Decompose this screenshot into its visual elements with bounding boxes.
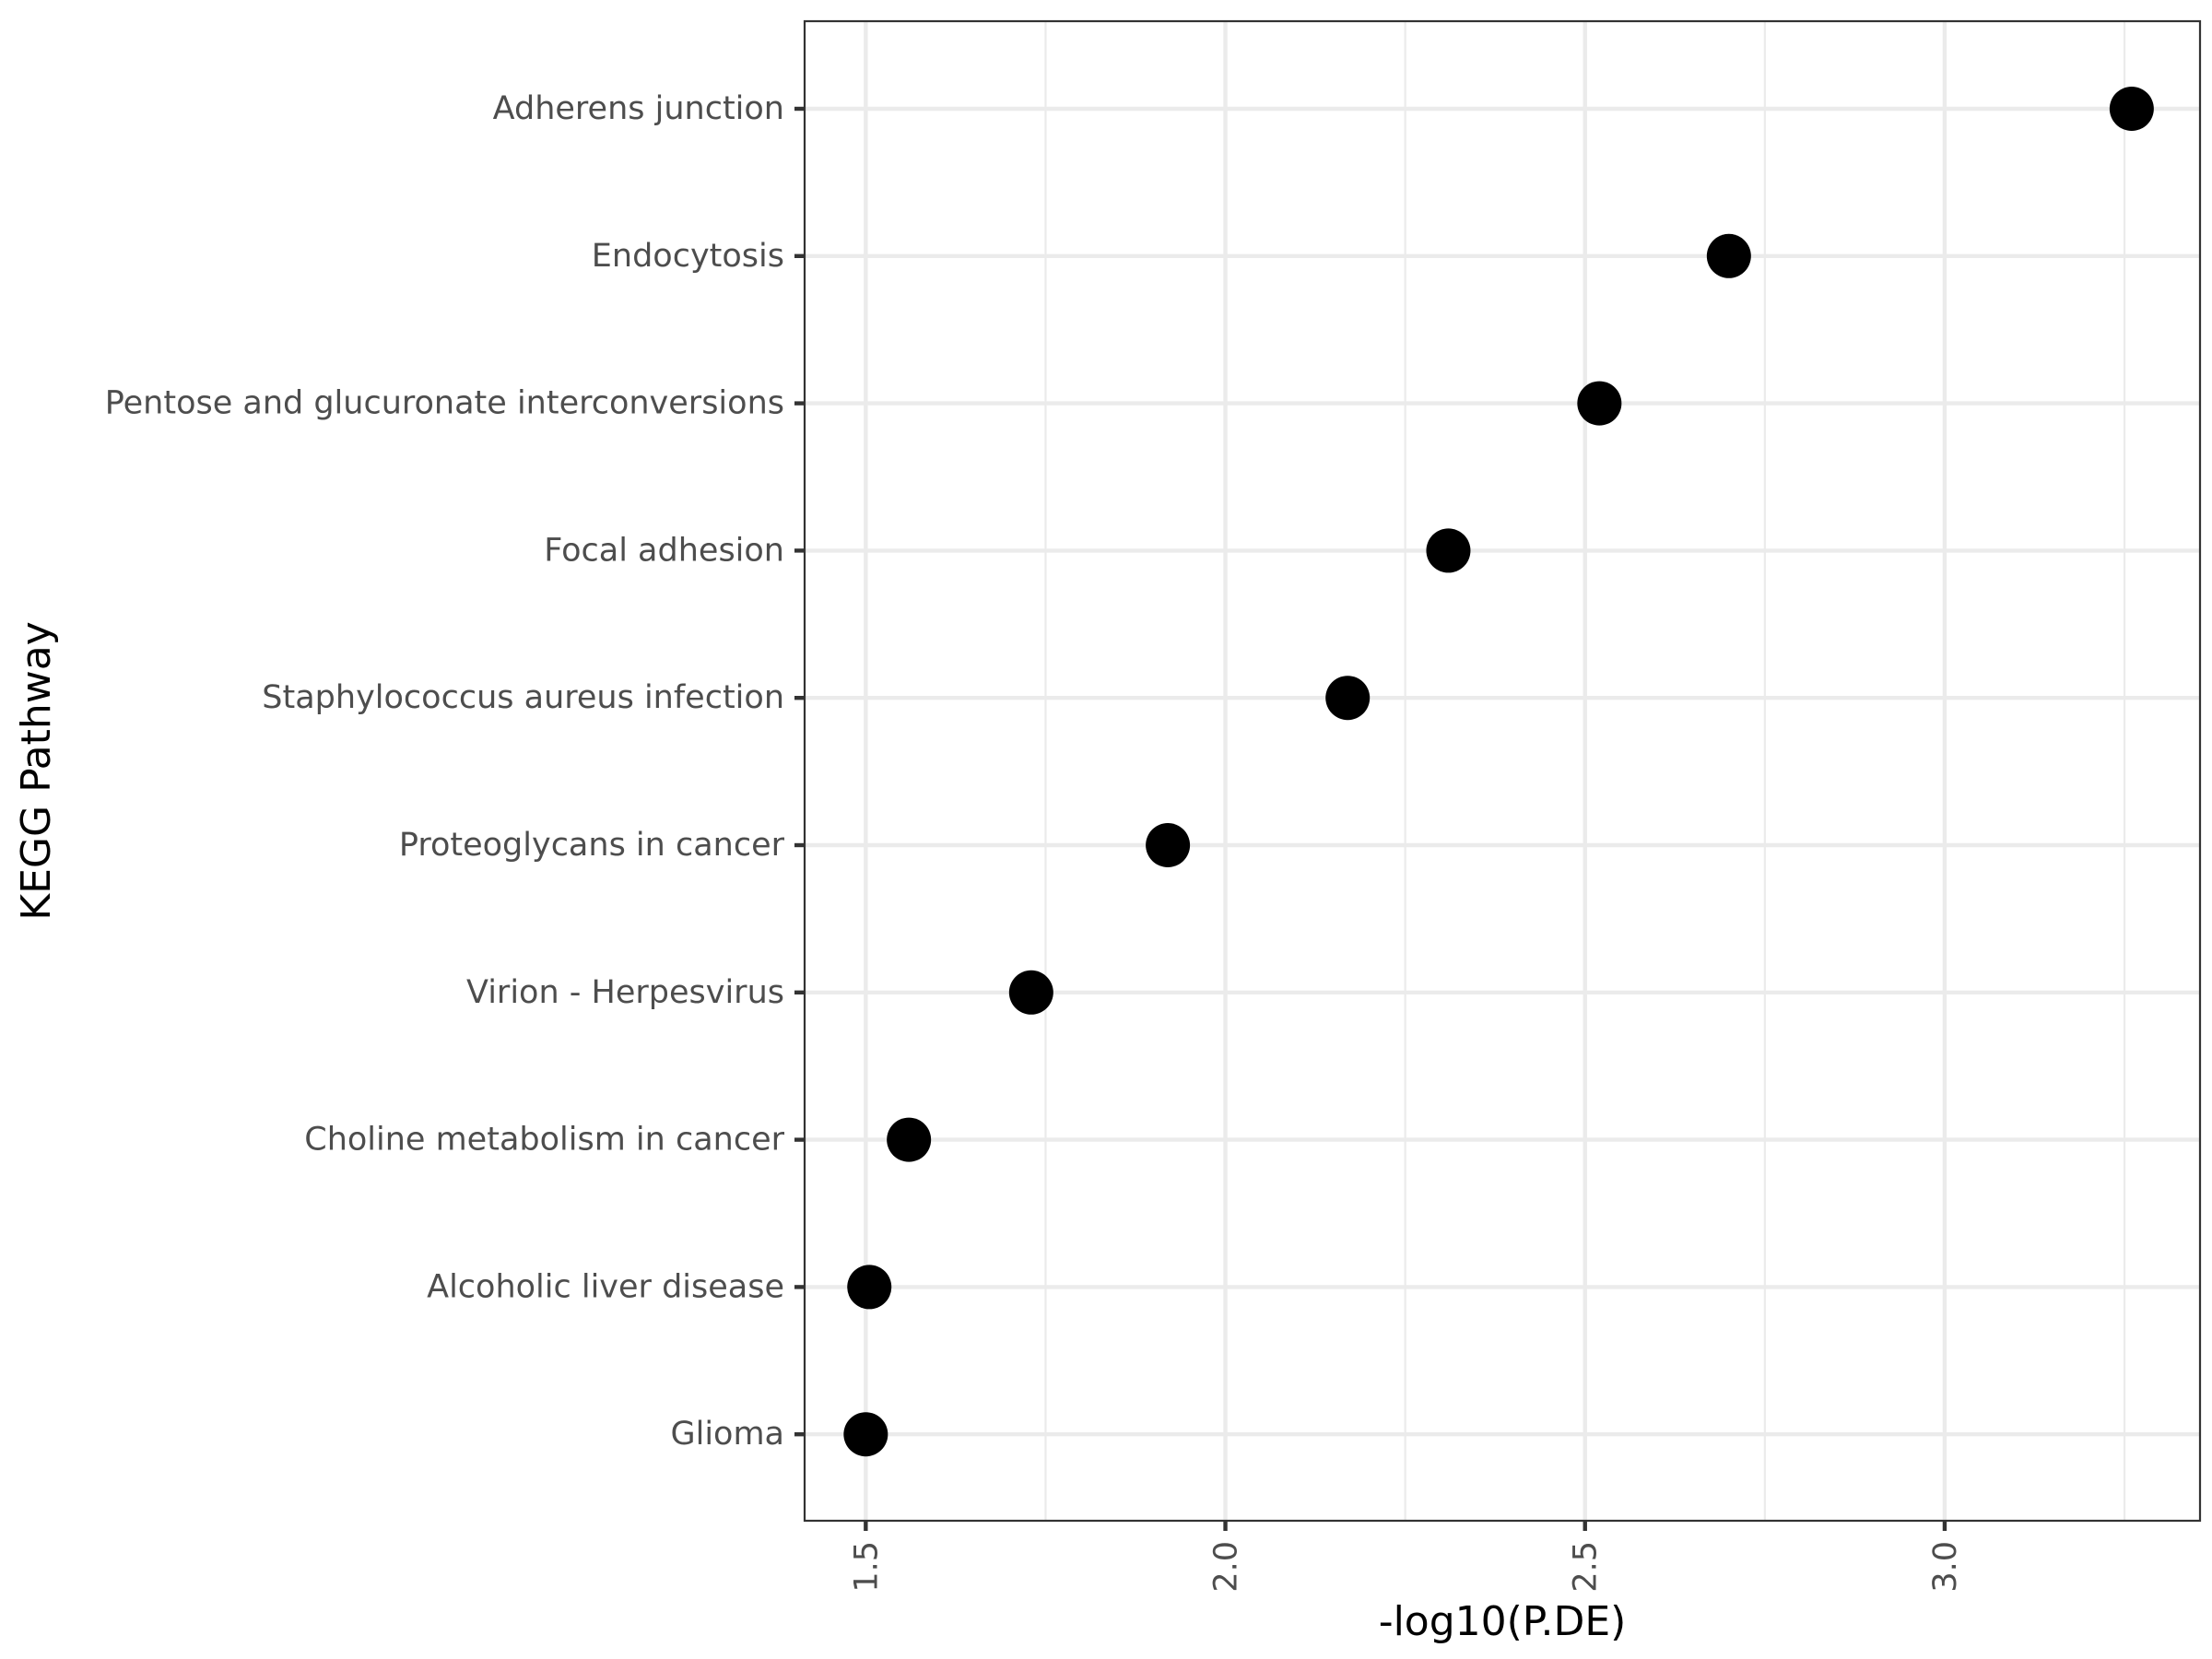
data-point	[843, 1412, 888, 1457]
data-point	[1325, 676, 1371, 721]
y-tick-label: Endocytosis	[592, 238, 784, 275]
x-tick-label: 1.5	[848, 1541, 885, 1593]
data-point	[1426, 528, 1471, 573]
minor-gridlines	[1044, 21, 2126, 1521]
y-tick-label: Glioma	[670, 1416, 784, 1453]
y-tick-label: Focal adhesion	[544, 532, 784, 569]
x-axis: 1.5 2.0 2.5 3.0	[848, 1521, 1964, 1593]
y-axis-title: KEGG Pathway	[13, 621, 60, 920]
y-tick-label: Staphylococcus aureus infection	[262, 679, 784, 716]
data-point	[1146, 823, 1191, 867]
major-gridlines	[805, 21, 2200, 1521]
data-points	[843, 87, 2154, 1457]
y-tick-label: Choline metabolism in cancer	[304, 1122, 784, 1159]
y-tick-label: Pentose and glucuronate interconversions	[105, 385, 784, 422]
data-point	[1706, 233, 1751, 278]
data-point	[847, 1265, 892, 1310]
x-tick-label: 2.5	[1568, 1541, 1605, 1593]
plot-panel-border	[803, 19, 2202, 1523]
y-tick-label: Adherens junction	[493, 90, 784, 127]
x-tick-label: 3.0	[1927, 1541, 1964, 1593]
y-tick-label: Virion - Herpesvirus	[466, 974, 784, 1011]
y-tick-label: Alcoholic liver disease	[427, 1268, 784, 1305]
data-point	[1008, 970, 1053, 1015]
data-point	[1577, 381, 1622, 426]
data-point	[887, 1117, 932, 1162]
x-tick-label: 2.0	[1208, 1541, 1245, 1593]
y-tick-label: Proteoglycans in cancer	[399, 827, 785, 864]
x-axis-title: -log10(P.DE)	[1379, 1598, 1627, 1645]
y-axis: Adherens junction Endocytosis Pentose and …	[105, 90, 805, 1453]
data-point	[2109, 87, 2154, 131]
